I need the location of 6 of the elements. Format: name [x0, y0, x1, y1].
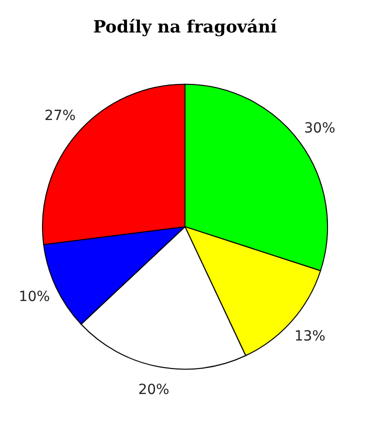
data-label: 27%: [44, 108, 76, 124]
data-label: 20%: [138, 382, 170, 398]
data-label: 10%: [18, 289, 50, 306]
data-label: 30%: [304, 120, 336, 136]
chart-title: Podíly na fragování: [93, 18, 278, 38]
data-label: 13%: [294, 328, 326, 344]
